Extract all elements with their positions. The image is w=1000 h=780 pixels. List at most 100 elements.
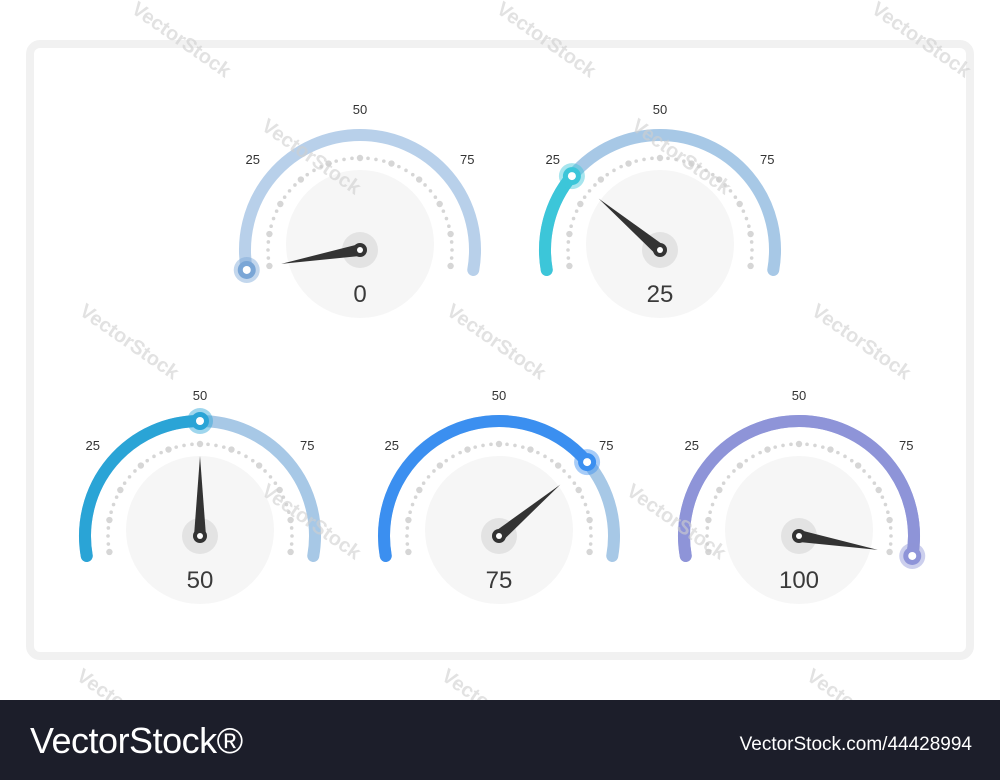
scale-dot	[764, 446, 771, 453]
vectorstock-logo: VectorStock®	[30, 720, 243, 761]
scale-dot	[751, 454, 755, 459]
tick-label: 50	[353, 102, 367, 117]
scale-dot	[432, 469, 436, 473]
scale-dot	[444, 458, 449, 463]
scale-dot	[889, 534, 893, 538]
scale-dot	[813, 443, 817, 448]
scale-dot	[433, 195, 438, 200]
scale-dot	[182, 443, 186, 448]
scale-dot	[843, 454, 847, 459]
tick-label: 50	[492, 388, 506, 403]
scale-dot	[588, 526, 593, 530]
scale-dot	[334, 159, 338, 163]
scale-dot	[705, 542, 710, 546]
scale-dot	[413, 495, 418, 499]
scale-dot	[781, 443, 785, 448]
scale-dot	[705, 548, 712, 556]
scale-dot	[293, 183, 297, 187]
scale-dot	[619, 164, 623, 169]
scale-dot	[886, 510, 890, 514]
scale-dot	[284, 502, 289, 507]
needle	[194, 456, 206, 536]
gauge-svg: 25 50 75 100	[678, 388, 926, 604]
scale-dot	[862, 469, 866, 473]
scale-dot	[723, 183, 727, 187]
scale-dot	[159, 450, 163, 455]
scale-dot	[674, 157, 678, 162]
scale-dot	[405, 516, 412, 524]
scale-dot	[747, 230, 754, 238]
scale-dot	[106, 542, 111, 546]
scale-dot	[582, 195, 587, 200]
scale-dot	[444, 216, 449, 221]
scale-dot	[428, 189, 433, 193]
scale-dot	[441, 209, 446, 213]
scale-dot	[133, 469, 137, 473]
scale-dot	[458, 450, 462, 455]
scale-dot	[106, 526, 111, 530]
gauge-25: 25 50 75 25	[510, 100, 810, 350]
scale-dot	[426, 475, 431, 479]
scale-dot	[106, 534, 110, 538]
scale-dot	[250, 458, 255, 463]
gauge-track	[239, 129, 481, 276]
scale-dot	[836, 450, 840, 455]
scale-dot	[481, 443, 485, 448]
scale-dot	[805, 442, 809, 447]
scale-dot	[634, 159, 638, 163]
scale-dot	[888, 526, 893, 530]
scale-dot	[795, 440, 803, 448]
needle-pivot-center	[496, 533, 502, 539]
scale-dot	[875, 486, 882, 494]
scale-dot	[747, 262, 754, 270]
scale-dot	[263, 469, 267, 473]
scale-dot	[282, 195, 287, 200]
needle-pivot-center	[357, 247, 363, 253]
scale-dot	[682, 159, 686, 163]
scale-dot	[716, 486, 723, 494]
scale-dot	[773, 445, 777, 449]
scale-dot	[450, 248, 454, 252]
scale-dot	[404, 168, 408, 173]
gauge-svg: 25 50 75 75	[378, 388, 620, 604]
scale-dot	[405, 542, 410, 546]
scale-dot	[588, 542, 593, 546]
scale-dot	[319, 164, 323, 169]
scale-dot	[744, 458, 749, 463]
scale-dot	[206, 442, 210, 447]
needle-pivot-center	[197, 533, 203, 539]
scale-dot	[827, 446, 834, 453]
scale-dot	[356, 154, 364, 162]
scale-dot	[577, 200, 584, 208]
gauge-knob-center	[196, 417, 204, 425]
scale-dot	[408, 510, 412, 514]
scale-dot	[297, 176, 305, 183]
scale-dot	[244, 454, 248, 459]
scale-dot	[886, 548, 893, 556]
scale-dot	[214, 443, 218, 448]
scale-dot	[190, 442, 194, 447]
scale-dot	[710, 172, 715, 177]
scale-dot	[111, 502, 116, 507]
gauge-value: 75	[486, 567, 513, 594]
tick-label: 50	[193, 388, 207, 403]
scale-dot	[289, 542, 294, 546]
scale-dot	[758, 450, 762, 455]
scale-dot	[152, 454, 156, 459]
scale-dot	[543, 454, 547, 459]
scale-dot	[744, 216, 749, 221]
scale-dot	[436, 200, 443, 208]
scale-dot	[266, 262, 273, 270]
scale-dot	[505, 442, 509, 447]
tick-label: 75	[599, 438, 613, 453]
scale-dot	[697, 164, 701, 169]
scale-dot	[713, 495, 718, 499]
scale-dot	[114, 495, 119, 499]
scale-dot	[536, 450, 540, 455]
scale-dot	[574, 209, 579, 213]
scale-dot	[271, 216, 276, 221]
scale-dot	[165, 446, 172, 453]
scale-dot	[666, 156, 670, 161]
scale-dot	[554, 462, 562, 469]
scale-dot	[287, 189, 292, 193]
